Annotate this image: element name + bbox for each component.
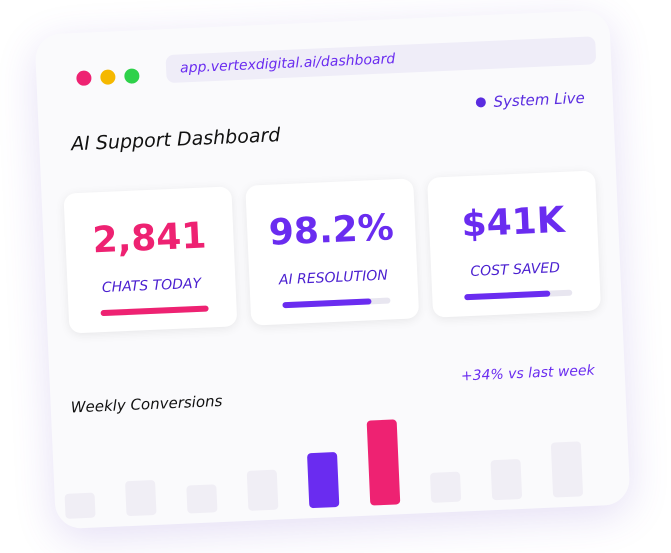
kpi-card: 98.2% AI RESOLUTION xyxy=(245,178,420,326)
kpi-value: $41K xyxy=(460,199,566,246)
kpi-value: 2,841 xyxy=(91,215,208,262)
chart-title: Weekly Conversions xyxy=(70,391,223,417)
progress-track xyxy=(464,289,573,301)
bar xyxy=(490,458,523,501)
window-dot[interactable] xyxy=(124,68,140,84)
bar xyxy=(64,492,96,519)
progress-fill xyxy=(100,305,209,317)
dashboard-title: AI Support Dashboard xyxy=(70,124,281,156)
progress-fill xyxy=(464,290,551,301)
bar xyxy=(125,479,157,517)
bar xyxy=(186,484,218,514)
progress-track xyxy=(100,305,209,317)
bar xyxy=(429,471,462,503)
kpi-card: $41K COST SAVED xyxy=(427,170,602,318)
bar xyxy=(246,469,279,511)
kpi-value: 98.2% xyxy=(268,207,395,254)
status: System Live xyxy=(475,89,585,112)
progress-track xyxy=(282,297,391,309)
bar xyxy=(366,419,401,506)
window-dot[interactable] xyxy=(100,69,116,85)
kpi-label: CHATS TODAY xyxy=(101,275,202,297)
kpi-label: COST SAVED xyxy=(470,260,561,280)
dashboard-card: app.vertexdigital.ai/dashboard System Li… xyxy=(34,9,631,530)
bar xyxy=(550,441,584,498)
progress-fill xyxy=(282,298,372,309)
change-label: +34% vs last week xyxy=(460,362,596,385)
bar-chart xyxy=(62,405,605,519)
kpi-row xyxy=(34,10,608,35)
kpi-label: AI RESOLUTION xyxy=(278,267,389,289)
bar xyxy=(306,451,340,509)
url-bar[interactable]: app.vertexdigital.ai/dashboard xyxy=(165,36,597,84)
kpi-card: 2,841 CHATS TODAY xyxy=(63,186,238,334)
window-dot[interactable] xyxy=(76,70,92,86)
